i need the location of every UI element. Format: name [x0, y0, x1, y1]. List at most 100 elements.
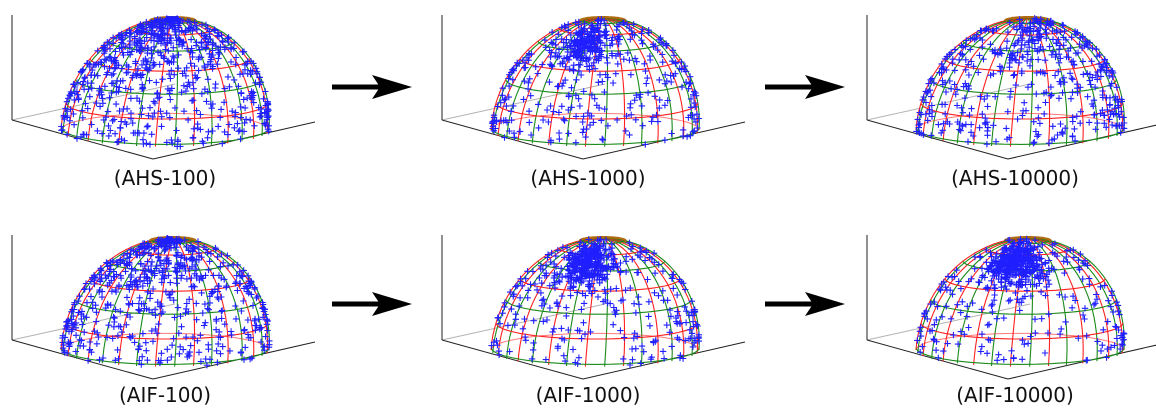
plus-marker: [998, 50, 1005, 57]
plus-marker: [1047, 92, 1054, 99]
plus-marker: [638, 102, 646, 110]
plus-marker: [919, 343, 926, 350]
plus-marker: [977, 93, 984, 100]
plus-marker: [511, 321, 518, 329]
plus-marker: [114, 346, 121, 354]
plus-marker: [1039, 241, 1046, 248]
plus-marker: [576, 102, 584, 110]
plus-marker: [140, 25, 147, 32]
plus-marker: [125, 300, 132, 307]
plus-marker: [206, 299, 214, 307]
plus-marker: [659, 40, 667, 48]
plus-marker: [984, 266, 991, 273]
plus-marker: [1072, 50, 1080, 57]
plus-marker: [944, 340, 951, 347]
plus-marker: [1070, 58, 1077, 65]
floor-back-line: [866, 303, 1031, 341]
plus-marker: [141, 240, 148, 247]
plus-marker: [539, 297, 546, 304]
plus-marker: [180, 108, 188, 115]
plus-marker: [174, 304, 182, 311]
plus-marker: [609, 40, 616, 48]
plus-marker: [635, 293, 642, 301]
plus-marker: [128, 265, 135, 272]
plus-marker: [1074, 29, 1081, 36]
plus-marker: [501, 134, 508, 141]
plus-marker: [1056, 45, 1063, 53]
plus-marker: [154, 89, 161, 97]
plus-marker: [170, 297, 177, 304]
plus-marker: [159, 31, 166, 38]
plus-marker: [75, 95, 82, 102]
plus-marker: [1033, 90, 1040, 98]
plus-marker: [648, 118, 655, 125]
plus-marker: [970, 132, 977, 140]
plus-marker: [987, 249, 994, 256]
plus-marker: [978, 343, 985, 350]
plus-marker: [1093, 291, 1100, 298]
plus-marker: [156, 21, 163, 28]
plus-marker: [145, 249, 152, 257]
plus-marker: [133, 95, 141, 102]
plus-marker: [110, 313, 117, 321]
plus-marker: [1041, 57, 1049, 64]
plus-marker: [198, 21, 206, 28]
plus-marker: [102, 271, 109, 279]
plus-marker: [1030, 23, 1038, 30]
plus-marker: [570, 62, 577, 69]
plus-marker: [96, 85, 103, 92]
plus-marker: [976, 124, 983, 131]
plus-marker: [916, 328, 924, 335]
parallel-line: [920, 322, 1124, 340]
plus-marker: [926, 106, 933, 113]
plus-marker: [569, 261, 576, 269]
plus-marker: [151, 270, 158, 277]
plus-marker: [547, 137, 555, 144]
plus-marker: [685, 85, 692, 92]
plus-marker: [86, 93, 93, 100]
plus-marker: [575, 28, 583, 36]
plus-marker: [600, 17, 608, 24]
plus-marker: [562, 63, 569, 70]
plus-marker: [158, 113, 165, 120]
plus-marker: [173, 253, 180, 260]
plus-marker: [660, 355, 668, 362]
plus-marker: [572, 277, 580, 284]
plus-marker: [1016, 16, 1023, 23]
plus-marker: [681, 303, 688, 311]
plus-marker: [110, 40, 117, 47]
plus-marker: [158, 310, 165, 317]
plus-marker: [523, 54, 531, 61]
plus-marker: [1118, 340, 1126, 348]
plus-marker: [587, 21, 595, 29]
plus-marker: [141, 271, 148, 278]
plus-marker: [1018, 35, 1026, 42]
plus-marker: [1024, 51, 1031, 58]
plus-marker: [148, 46, 155, 54]
plus-marker: [924, 315, 931, 323]
plus-marker: [1006, 54, 1013, 61]
plus-marker: [127, 29, 135, 37]
plus-marker: [1107, 67, 1115, 74]
plus-marker: [572, 113, 580, 120]
plus-marker: [989, 308, 996, 316]
plus-marker: [256, 326, 263, 333]
plus-marker: [214, 359, 221, 366]
plus-marker: [209, 39, 217, 47]
plus-marker: [101, 63, 108, 70]
plus-marker: [1009, 49, 1017, 57]
plus-marker: [1112, 323, 1119, 330]
plus-marker: [108, 71, 115, 79]
plus-marker: [197, 358, 205, 365]
plus-marker: [678, 83, 686, 91]
plus-marker: [560, 80, 567, 87]
plus-marker: [189, 134, 197, 142]
plus-marker: [194, 238, 202, 245]
plus-marker: [676, 65, 683, 72]
parallel-line: [944, 278, 1106, 292]
plus-marker: [1079, 34, 1087, 42]
plus-marker: [164, 31, 171, 38]
plus-marker: [187, 36, 195, 43]
plus-marker: [645, 313, 652, 320]
plus-marker: [916, 129, 923, 136]
